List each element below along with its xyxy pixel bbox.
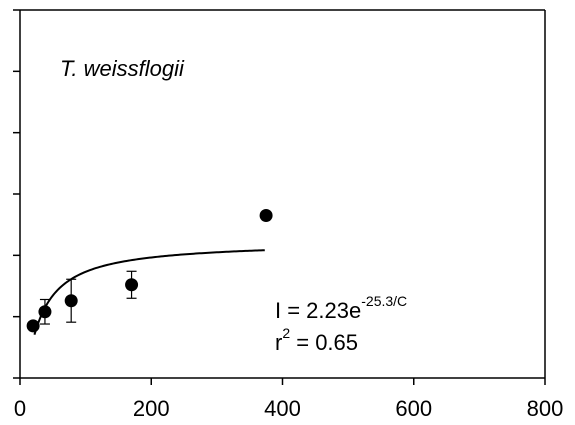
error-bar-group: [39, 270, 137, 325]
r-squared-r: r: [275, 330, 282, 355]
y-tick-group: [13, 9, 20, 379]
data-point-group: [26, 208, 273, 333]
fit-equation: I = 2.23e-25.3/C: [275, 293, 407, 323]
fit-r-squared: r2 = 0.65: [275, 325, 358, 355]
fit-curve: [33, 249, 265, 335]
data-point: [38, 305, 52, 319]
data-point: [64, 294, 78, 308]
chart-title: T. weissflogii: [60, 56, 185, 81]
x-tick-label: 600: [395, 396, 432, 421]
x-tick-group: [19, 378, 546, 385]
fit-equation-base: I = 2.23e: [275, 298, 361, 323]
x-tick-label-group: 0 200 400 600 800: [14, 396, 563, 421]
x-tick-label: 800: [527, 396, 564, 421]
data-point: [259, 208, 273, 222]
plot-area: 0 200 400 600 800: [13, 9, 563, 421]
data-point: [125, 278, 139, 292]
x-tick-label: 0: [14, 396, 26, 421]
x-tick-label: 200: [133, 396, 170, 421]
x-tick-label: 400: [264, 396, 301, 421]
r-squared-exponent: 2: [282, 325, 290, 341]
data-point: [26, 319, 40, 333]
r-squared-value: = 0.65: [290, 330, 358, 355]
fit-equation-exponent: -25.3/C: [361, 293, 407, 309]
